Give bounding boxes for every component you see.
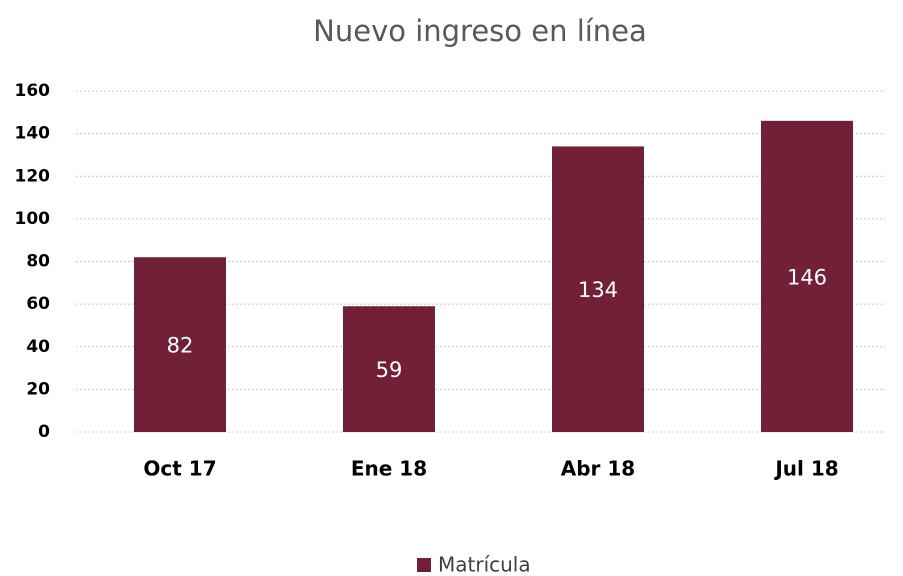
- y-tick-label: 120: [15, 166, 51, 186]
- bar: [134, 257, 226, 432]
- y-tick-label: 60: [26, 294, 50, 314]
- legend-label: Matrícula: [438, 553, 531, 576]
- y-tick-label: 0: [38, 422, 50, 442]
- x-tick-label: Oct 17: [143, 457, 216, 481]
- y-tick-label: 40: [26, 337, 50, 357]
- data-label: 146: [787, 265, 827, 289]
- legend-swatch: [417, 558, 431, 572]
- bar: [761, 120, 853, 433]
- bar: [343, 306, 435, 432]
- y-tick-label: 160: [15, 81, 51, 101]
- data-label: 82: [167, 334, 194, 358]
- y-tick-label: 100: [15, 209, 51, 229]
- y-tick-label: 80: [26, 252, 50, 272]
- bar: [552, 146, 644, 432]
- y-tick-label: 140: [15, 124, 51, 144]
- x-tick-label: Ene 18: [351, 457, 427, 481]
- data-label: 134: [578, 278, 618, 302]
- y-tick-label: 20: [26, 379, 50, 399]
- x-tick-label: Jul 18: [773, 457, 838, 481]
- chart-title: Nuevo ingreso en línea: [313, 14, 647, 48]
- data-label: 59: [376, 358, 403, 382]
- x-tick-label: Abr 18: [561, 457, 635, 481]
